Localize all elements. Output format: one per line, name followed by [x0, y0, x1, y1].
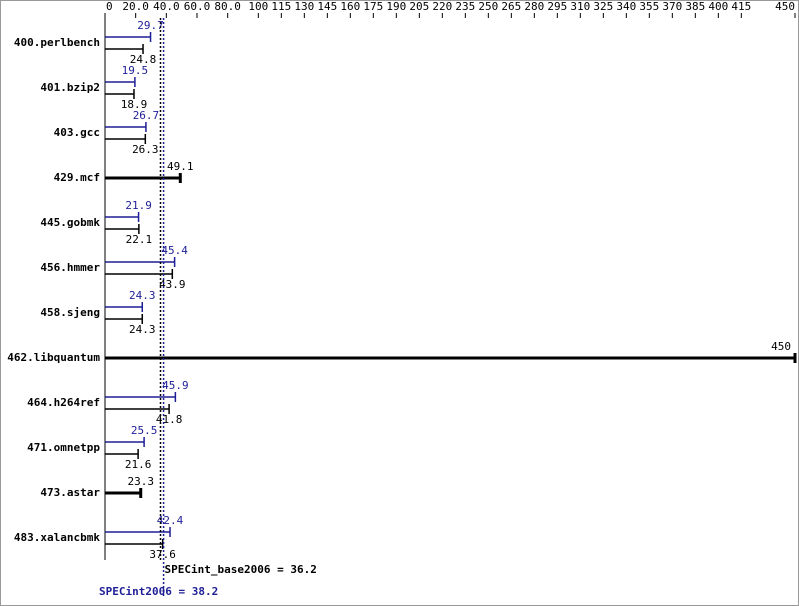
x-tick-label: 310: [570, 0, 590, 13]
category-label: 401.bzip2: [40, 81, 100, 94]
value-label: 45.4: [161, 244, 188, 257]
x-tick-label: 60.0: [184, 0, 211, 13]
reference-label: SPECint_base2006 = 36.2: [165, 563, 317, 576]
bar: [105, 77, 136, 87]
bar: [105, 134, 147, 144]
bar: [105, 302, 144, 312]
x-tick-label: 325: [593, 0, 613, 13]
bar: [105, 212, 140, 222]
bar: [105, 89, 135, 99]
value-label: 22.1: [126, 233, 153, 246]
category-label: 403.gcc: [54, 126, 100, 139]
x-tick-label: 415: [731, 0, 751, 13]
x-tick-label: 340: [616, 0, 636, 13]
x-tick-label: 235: [455, 0, 475, 13]
x-tick-label: 80.0: [214, 0, 241, 13]
value-label: 43.9: [159, 278, 186, 291]
value-label: 23.3: [127, 475, 154, 488]
value-label: 26.7: [133, 109, 160, 122]
x-tick-label: 145: [317, 0, 337, 13]
bar: [105, 353, 797, 363]
value-label: 37.6: [149, 548, 176, 561]
x-tick-label: 130: [294, 0, 314, 13]
value-label: 21.6: [125, 458, 152, 471]
x-tick-label: 280: [524, 0, 544, 13]
category-label: 445.gobmk: [40, 216, 100, 229]
value-label: 26.3: [132, 143, 159, 156]
value-label: 25.5: [131, 424, 158, 437]
value-label: 41.8: [156, 413, 183, 426]
x-tick-label: 190: [386, 0, 406, 13]
category-label: 483.xalancbmk: [14, 531, 100, 544]
x-tick-label: 295: [547, 0, 567, 13]
x-tick-label: 205: [409, 0, 429, 13]
value-label: 21.9: [125, 199, 152, 212]
bar: [105, 173, 182, 183]
value-label: 24.8: [130, 53, 157, 66]
x-tick-label: 175: [363, 0, 383, 13]
bar: [105, 404, 170, 414]
value-label: 49.1: [167, 160, 194, 173]
value-label: 19.5: [122, 64, 149, 77]
x-tick-label: 355: [639, 0, 659, 13]
category-label: 429.mcf: [54, 171, 100, 184]
x-tick-label: 160: [340, 0, 360, 13]
category-label: 473.astar: [40, 486, 100, 499]
bar: [105, 122, 147, 132]
x-tick-label: 385: [685, 0, 705, 13]
x-tick-label: 115: [271, 0, 291, 13]
bar: [105, 224, 140, 234]
x-tick-label: 400: [708, 0, 728, 13]
x-tick-label: 40.0: [153, 0, 180, 13]
bar: [105, 527, 171, 537]
x-tick-label: 220: [432, 0, 452, 13]
bar: [105, 449, 139, 459]
x-tick-label: 265: [501, 0, 521, 13]
bar: [105, 32, 152, 42]
value-label: 18.9: [121, 98, 148, 111]
category-label: 471.omnetpp: [27, 441, 100, 454]
category-label: 400.perlbench: [14, 36, 100, 49]
bar: [105, 539, 164, 549]
x-tick-label: 450: [775, 0, 795, 13]
value-label: 29.7: [137, 19, 164, 32]
value-label: 24.3: [129, 289, 156, 302]
x-tick-label: 370: [662, 0, 682, 13]
bar: [105, 392, 177, 402]
value-label: 450: [771, 340, 791, 353]
category-label: 456.hmmer: [40, 261, 100, 274]
x-tick-label: 100: [248, 0, 268, 13]
x-tick-label: 0: [106, 0, 113, 13]
value-label: 24.3: [129, 323, 156, 336]
bar: [105, 437, 145, 447]
bar: [105, 488, 143, 498]
reference-label: SPECint2006 = 38.2: [99, 585, 218, 598]
x-tick-label: 20.0: [122, 0, 149, 13]
category-label: 462.libquantum: [7, 351, 100, 364]
category-label: 464.h264ref: [27, 396, 100, 409]
bar: [105, 314, 144, 324]
x-tick-label: 250: [478, 0, 498, 13]
value-label: 45.9: [162, 379, 189, 392]
bar: [105, 44, 144, 54]
category-label: 458.sjeng: [40, 306, 100, 319]
